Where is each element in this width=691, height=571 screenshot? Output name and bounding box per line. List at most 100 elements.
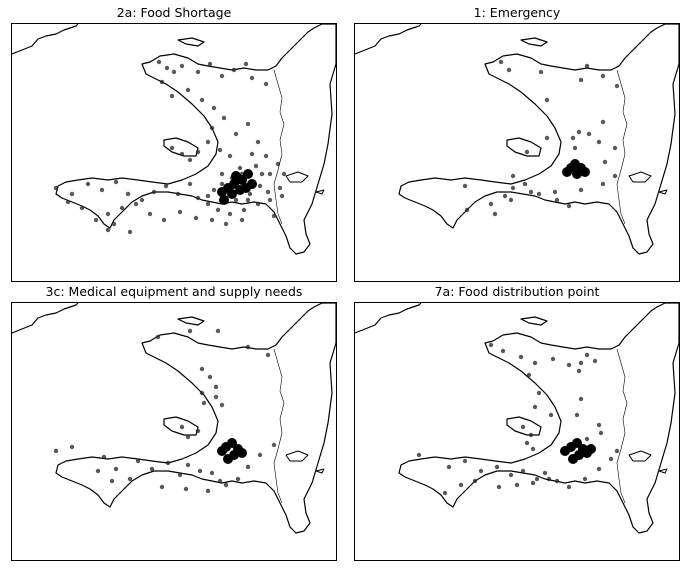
report-point	[193, 215, 199, 221]
report-point	[101, 454, 107, 460]
report-point	[614, 83, 620, 89]
report-point	[472, 478, 478, 484]
report-cluster-point	[237, 448, 247, 458]
report-point	[510, 185, 516, 191]
report-point	[275, 161, 281, 167]
report-point	[69, 191, 75, 197]
report-point	[151, 189, 157, 195]
map-panel-food-distribution	[354, 302, 680, 561]
report-cluster-point	[586, 444, 596, 454]
report-point	[213, 394, 219, 400]
report-point	[105, 227, 111, 233]
report-point	[532, 404, 538, 410]
report-point	[53, 185, 59, 191]
report-point	[550, 356, 556, 362]
map-panel-emergency	[354, 23, 680, 282]
border-haiti-dr	[273, 69, 285, 225]
report-point	[502, 193, 508, 199]
report-point	[253, 163, 259, 169]
report-point	[165, 460, 171, 466]
island-gonave	[506, 137, 542, 157]
report-point	[548, 412, 554, 418]
report-point	[177, 472, 183, 478]
report-point	[542, 470, 548, 476]
coast-cuba	[355, 24, 422, 55]
report-point	[213, 384, 219, 390]
report-point	[227, 153, 233, 159]
island-gonave	[163, 137, 199, 157]
report-point	[105, 211, 111, 217]
report-point	[211, 105, 217, 111]
report-point	[614, 448, 620, 454]
report-point	[612, 173, 618, 179]
coast-cuba	[12, 303, 79, 334]
report-point	[245, 197, 251, 203]
report-point	[462, 183, 468, 189]
border-haiti-dr	[273, 348, 285, 504]
report-point	[608, 456, 614, 462]
report-point	[534, 476, 540, 482]
report-point	[175, 191, 181, 197]
report-point	[281, 171, 287, 177]
report-point	[566, 484, 572, 490]
report-point	[271, 442, 277, 448]
lake-enriquillo	[628, 171, 652, 183]
report-point	[233, 131, 239, 137]
report-point	[500, 348, 506, 354]
report-point	[195, 428, 201, 434]
report-point	[219, 73, 225, 79]
report-point	[267, 197, 273, 203]
island-gonave	[506, 416, 542, 436]
report-point	[249, 75, 255, 81]
island-small-e	[315, 189, 325, 195]
report-point	[201, 400, 207, 406]
report-point	[263, 153, 269, 159]
coast-hispaniola	[55, 303, 336, 534]
report-point	[514, 482, 520, 488]
report-point	[544, 135, 550, 141]
coast-hispaniola	[398, 24, 679, 255]
report-point	[520, 424, 526, 430]
report-point	[600, 119, 606, 125]
report-point	[133, 201, 139, 207]
report-point	[602, 159, 608, 165]
report-point	[79, 205, 85, 211]
report-point	[215, 207, 221, 213]
report-point	[227, 211, 233, 217]
report-point	[536, 390, 542, 396]
report-point	[85, 181, 91, 187]
island-small-e	[658, 468, 668, 474]
report-point	[578, 360, 584, 366]
report-point	[582, 476, 588, 482]
report-point	[554, 197, 560, 203]
report-cluster-point	[568, 454, 578, 464]
report-point	[584, 352, 590, 358]
report-point	[233, 197, 239, 203]
report-point	[111, 221, 117, 227]
report-point	[164, 65, 170, 71]
report-point	[271, 213, 277, 219]
coast-cuba	[12, 24, 79, 55]
report-point	[127, 476, 133, 482]
island-tortue	[177, 316, 205, 326]
report-point	[217, 147, 223, 153]
island-small-e	[315, 468, 325, 474]
report-cluster-point	[572, 169, 582, 179]
report-point	[576, 129, 582, 135]
report-point	[600, 73, 606, 79]
report-point	[159, 484, 165, 490]
report-point	[528, 432, 534, 438]
report-point	[566, 203, 572, 209]
report-point	[586, 131, 592, 137]
report-point	[113, 466, 119, 472]
report-point	[508, 472, 514, 478]
report-point	[526, 372, 532, 378]
map-svg	[12, 303, 336, 534]
report-point	[462, 458, 468, 464]
report-point	[578, 77, 584, 83]
report-point	[518, 354, 524, 360]
report-cluster-point	[247, 179, 257, 189]
map-svg	[12, 24, 336, 255]
report-point	[127, 229, 133, 235]
report-point	[219, 181, 225, 187]
